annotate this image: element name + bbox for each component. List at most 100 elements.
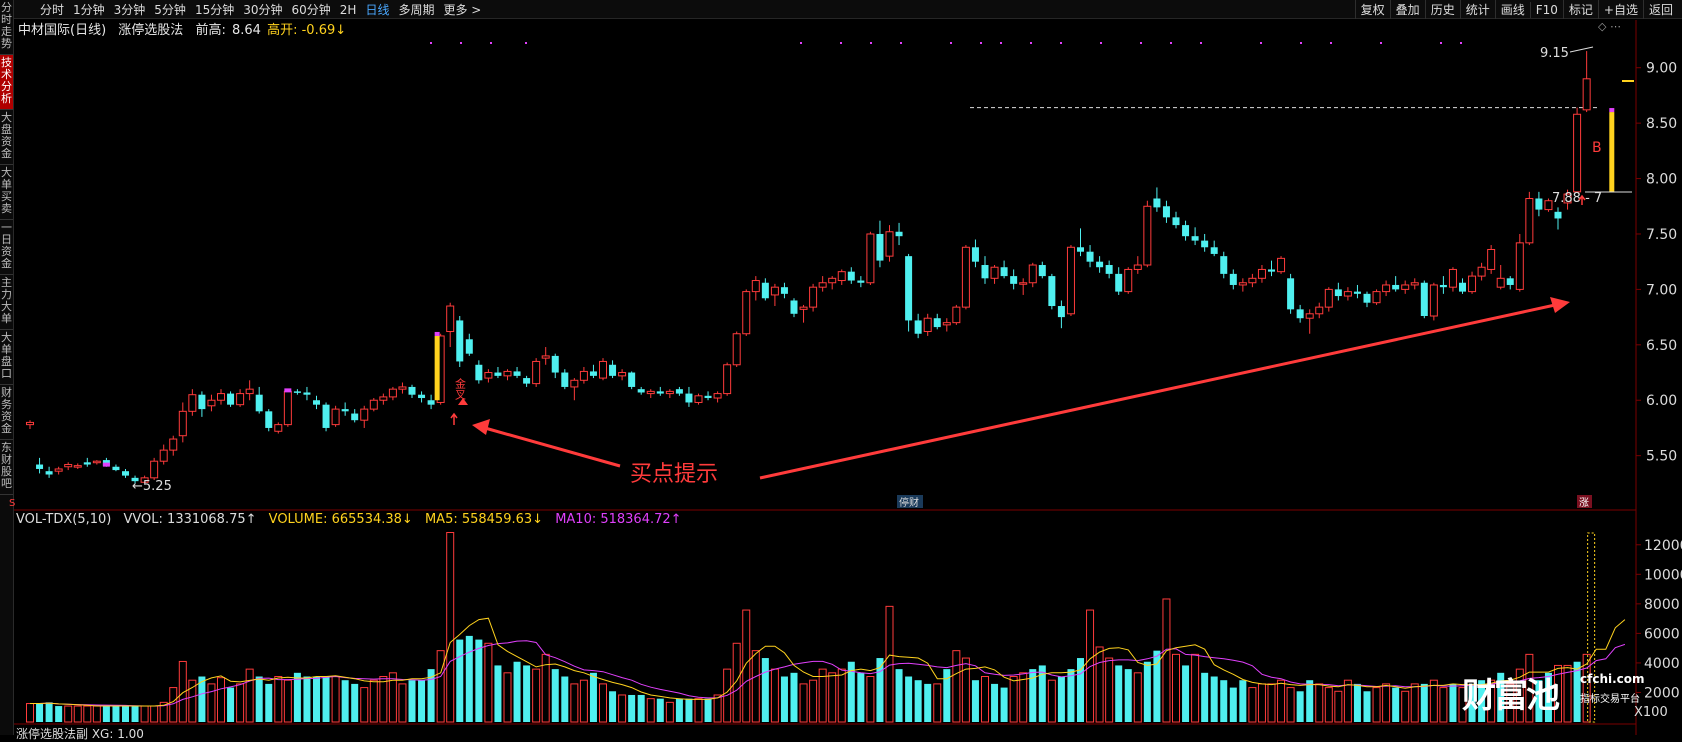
toolbar-button-3[interactable]: 统计: [1459, 0, 1495, 19]
open-value: -0.69↓: [301, 23, 347, 38]
candle-body: [589, 371, 597, 376]
volume-bar: [1239, 680, 1247, 722]
vol-indicator-name[interactable]: VOL-TDX(5,10): [16, 512, 112, 527]
sidebar-item-2[interactable]: 大盘资金: [0, 110, 13, 165]
period-tab-3[interactable]: 5分钟: [154, 3, 186, 17]
toolbar-button-7[interactable]: +自选: [1597, 0, 1643, 19]
candle-body: [1162, 206, 1170, 218]
volume-bar: [1105, 657, 1114, 723]
volume-bar: [36, 703, 44, 722]
candle-body: [799, 306, 808, 310]
more-icon[interactable]: ⋯: [1609, 20, 1621, 33]
up-arrow-icon: [450, 412, 458, 425]
toolbar-button-1[interactable]: 叠加: [1389, 0, 1425, 19]
candle-body: [561, 372, 569, 387]
period-tab-8[interactable]: 日线: [365, 3, 390, 17]
toolbar-button-8[interactable]: 返回: [1642, 0, 1678, 19]
candle-body: [198, 394, 206, 410]
candle-body: [837, 271, 846, 282]
candle-body: [1238, 282, 1247, 286]
candle-body: [895, 231, 903, 237]
prev-high-value: 8.64: [231, 23, 261, 38]
volume-bar: [465, 635, 473, 722]
toolbar-button-4[interactable]: 画线: [1494, 0, 1530, 19]
toolbar-button-5[interactable]: F10: [1529, 2, 1563, 18]
candle-body: [1038, 265, 1046, 277]
sidebar-item-7[interactable]: 财务资金: [0, 385, 13, 440]
volume-bar: [1487, 679, 1496, 723]
volume-bar: [83, 705, 92, 723]
volume-bar: [303, 676, 311, 722]
candle-body: [751, 280, 760, 293]
candle-body: [1105, 265, 1113, 274]
volume-bar: [1296, 691, 1304, 722]
top-marker: [1260, 42, 1262, 44]
period-tab-1[interactable]: 1分钟: [73, 3, 105, 17]
period-tab-0[interactable]: 分时: [40, 3, 65, 17]
volume-bar: [1554, 664, 1562, 723]
candle-body: [1115, 273, 1123, 292]
candle-body: [456, 320, 464, 362]
top-marker: [840, 42, 842, 44]
tag-box: [897, 495, 923, 508]
volume-bar: [905, 676, 913, 722]
candle-body: [1220, 256, 1228, 274]
period-tab-9[interactable]: 多周期: [398, 3, 435, 17]
price-tick-label: 7.50: [1646, 227, 1677, 243]
candle-body: [885, 231, 894, 257]
toolbar-button-0[interactable]: 复权: [1354, 0, 1390, 19]
volume-bar: [1057, 676, 1065, 722]
sidebar-item-6[interactable]: 大单盘口: [0, 330, 13, 385]
volume-bar: [751, 650, 760, 723]
candle-body: [1573, 113, 1582, 193]
period-tab-7[interactable]: 2H: [339, 3, 357, 17]
candle-body: [1353, 291, 1361, 294]
candle-body: [713, 393, 722, 399]
period-tab-6[interactable]: 60分钟: [291, 3, 331, 17]
candle-body: [475, 364, 483, 381]
volume-bar: [599, 683, 607, 723]
volume-bar: [1497, 672, 1505, 722]
toolbar-button-6[interactable]: 标记: [1562, 0, 1598, 19]
price-tick-label: 6.00: [1646, 393, 1677, 409]
volume-bar: [322, 676, 330, 722]
sidebar-item-1[interactable]: 技术分析: [0, 55, 13, 110]
chart-info-bar: 中材国际(日线) 涨停选股法 前高: 8.64 高开: -0.69↓: [18, 19, 346, 38]
candle-body: [427, 400, 435, 405]
period-tab-4[interactable]: 15分钟: [194, 3, 235, 17]
period-tab-2[interactable]: 3分钟: [113, 3, 146, 17]
volume-bar: [532, 668, 541, 723]
indicator-name[interactable]: 涨停选股法: [118, 23, 184, 38]
sidebar-item-5[interactable]: 主力大单: [0, 275, 13, 330]
volume-bar: [589, 672, 597, 722]
candle-body: [599, 360, 607, 379]
volume-bar: [675, 698, 683, 722]
candle-body: [1143, 205, 1152, 266]
sidebar-item-3[interactable]: 大单买卖: [0, 165, 13, 220]
volume-bar: [637, 694, 645, 722]
sidebar-item-0[interactable]: 分时走势: [0, 0, 13, 55]
toolbar-button-2[interactable]: 历史: [1424, 0, 1460, 19]
candle-body: [1010, 276, 1018, 284]
candle-body: [541, 355, 550, 359]
volume-bar: [1544, 672, 1552, 722]
period-tab-10[interactable]: 更多 >: [443, 3, 482, 17]
candle-body: [685, 393, 693, 403]
diamond-icon[interactable]: ◇: [1598, 20, 1607, 33]
period-tab-5[interactable]: 30分钟: [243, 3, 283, 17]
candle-body: [694, 395, 703, 403]
candle-body: [809, 286, 818, 308]
volume-bar: [513, 661, 521, 722]
sidebar-item-8[interactable]: 东财股吧: [0, 440, 13, 495]
candle-body: [293, 391, 301, 393]
candle-body: [609, 364, 617, 376]
price-tick-label: 5.50: [1646, 449, 1677, 465]
candle-body: [1201, 240, 1209, 248]
volume-bar: [265, 683, 273, 722]
volume-bar: [456, 639, 464, 722]
candle-body: [618, 372, 627, 377]
candle-body: [1448, 268, 1457, 288]
candle-body: [675, 389, 683, 394]
candle-body: [961, 246, 970, 308]
sidebar-item-4[interactable]: 一日资金: [0, 220, 13, 275]
